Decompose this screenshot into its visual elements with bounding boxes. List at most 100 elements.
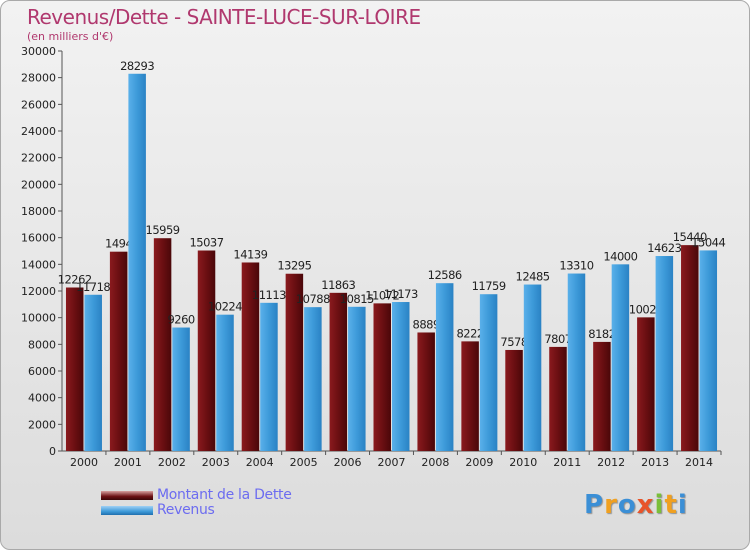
bar-revenus — [392, 302, 410, 451]
legend-item-revenus: Revenus — [101, 502, 215, 518]
data-label-revenus: 10224 — [208, 300, 242, 314]
logo-letter: i — [654, 490, 665, 520]
x-tick-label: 2006 — [334, 456, 362, 469]
bar-dette — [329, 292, 348, 451]
bar-revenus — [216, 314, 234, 451]
legend-item-dette: Montant de la Dette — [101, 487, 292, 503]
y-tick-label: 30000 — [21, 45, 56, 58]
data-label-revenus: 11718 — [76, 280, 110, 294]
proxiti-logo: Proxiti — [584, 490, 688, 520]
bar-revenus — [84, 294, 102, 451]
data-label-dette: 15440 — [673, 230, 707, 244]
x-tick-label: 2001 — [114, 456, 142, 469]
bar-revenus — [523, 284, 542, 451]
y-tick-label: 10000 — [21, 312, 56, 325]
legend-swatch-revenus — [101, 505, 153, 515]
y-tick-label: 16000 — [21, 232, 56, 245]
data-label-dette: 8182 — [588, 327, 615, 341]
data-label-dette: 12262 — [58, 273, 92, 287]
data-label-dette: 8889 — [413, 317, 440, 331]
data-label-dette: 8222 — [456, 326, 483, 340]
bar-dette — [417, 332, 435, 451]
x-tick-label: 2000 — [70, 456, 98, 469]
bar-revenus — [567, 273, 586, 451]
y-tick-label: 20000 — [21, 178, 56, 191]
bar-revenus — [699, 250, 718, 451]
x-tick-label: 2008 — [421, 456, 449, 469]
data-label-dette: 15959 — [146, 223, 180, 237]
logo-letter: t — [664, 490, 678, 520]
bar-revenus — [479, 294, 498, 451]
x-tick-label: 2009 — [465, 456, 493, 469]
bar-revenus — [128, 73, 146, 451]
y-tick-label: 18000 — [21, 205, 56, 218]
bar-dette — [681, 245, 699, 451]
bar-revenus — [304, 307, 322, 451]
chart-subtitle: (en milliers d'€) — [27, 30, 114, 43]
logo-letter: x — [636, 490, 655, 520]
bar-dette — [549, 346, 567, 451]
x-tick-label: 2007 — [378, 456, 406, 469]
data-label-dette: 14139 — [233, 247, 267, 261]
data-label-dette: 10023 — [629, 302, 663, 316]
x-tick-label: 2013 — [641, 456, 669, 469]
x-tick-label: 2011 — [553, 456, 581, 469]
data-label-revenus: 11173 — [384, 287, 418, 301]
y-tick-label: 2000 — [28, 418, 56, 431]
bar-dette — [241, 262, 260, 451]
logo-letter: i — [677, 490, 688, 520]
chart-title: Revenus/Dette - SAINTE-LUCE-SUR-LOIRE — [27, 5, 421, 29]
data-label-dette: 7578 — [500, 335, 527, 349]
data-label-dette: 11863 — [321, 278, 355, 292]
bar-dette — [593, 341, 611, 451]
x-tick-label: 2005 — [290, 456, 318, 469]
y-tick-label: 14000 — [21, 258, 56, 271]
data-label-dette: 11072 — [365, 288, 399, 302]
bar-dette — [637, 317, 655, 451]
data-label-revenus: 9260 — [167, 313, 194, 327]
bar-revenus — [348, 306, 366, 451]
legend-swatch-dette — [101, 490, 153, 500]
logo-letter: P — [584, 490, 605, 520]
x-tick-label: 2002 — [158, 456, 186, 469]
bar-revenus — [260, 302, 278, 451]
x-tick-label: 2010 — [509, 456, 537, 469]
x-tick-label: 2012 — [597, 456, 625, 469]
bar-dette — [109, 251, 128, 451]
bar-revenus — [435, 283, 454, 451]
data-label-dette: 13295 — [277, 259, 311, 273]
y-tick-label: 28000 — [21, 72, 56, 85]
bar-dette — [373, 303, 391, 451]
data-label-revenus: 15044 — [691, 235, 725, 249]
y-tick-label: 4000 — [28, 392, 56, 405]
data-label-revenus: 11113 — [252, 288, 286, 302]
data-label-revenus: 12485 — [516, 270, 550, 284]
x-tick-label: 2004 — [246, 456, 274, 469]
x-tick-label: 2003 — [202, 456, 230, 469]
data-label-dette: 1494 — [105, 237, 132, 251]
data-label-revenus: 28293 — [120, 59, 154, 73]
y-tick-label: 22000 — [21, 152, 56, 165]
bar-revenus — [172, 327, 190, 451]
legend-label-revenus: Revenus — [157, 502, 215, 518]
bar-revenus — [655, 256, 674, 451]
data-label-revenus: 14000 — [603, 249, 637, 263]
data-label-dette: 15037 — [189, 236, 223, 250]
y-tick-label: 24000 — [21, 125, 56, 138]
logo-letter: o — [617, 490, 637, 520]
x-tick-label: 2014 — [685, 456, 713, 469]
y-tick-label: 0 — [49, 445, 56, 458]
data-label-revenus: 10815 — [340, 292, 374, 306]
legend-label-dette: Montant de la Dette — [157, 487, 292, 503]
y-tick-label: 8000 — [28, 338, 56, 351]
y-tick-label: 26000 — [21, 98, 56, 111]
bar-dette — [285, 273, 304, 451]
data-label-revenus: 13310 — [559, 259, 593, 273]
bar-revenus — [611, 264, 630, 451]
bar-dette — [153, 238, 172, 451]
bar-dette — [197, 250, 216, 451]
data-label-revenus: 10788 — [296, 292, 330, 306]
data-label-revenus: 14623 — [647, 241, 681, 255]
